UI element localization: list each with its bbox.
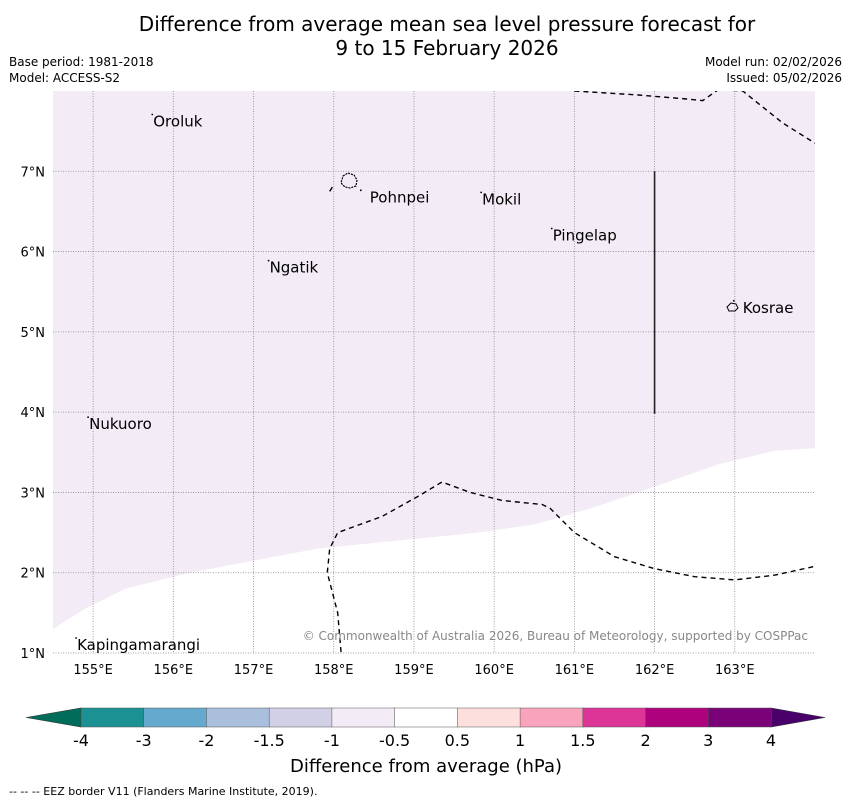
eez-border-line-2 (574, 91, 815, 144)
lat-tick-label: 1°N (21, 647, 46, 662)
colorbar: -4 -3 -2 -1.5 -1 -0.5 0.5 1 1.5 2 3 4 Difference fro… (25, 707, 826, 777)
colorbar-swatch (143, 707, 208, 728)
island-marker (359, 189, 362, 192)
colorbar-extend-low (25, 707, 82, 728)
colorbar-swatch (645, 707, 709, 728)
colorbar-swatch (331, 707, 396, 728)
place-label: Kosrae (743, 299, 794, 317)
copyright-text: © Commonwealth of Australia 2026, Bureau… (303, 629, 808, 643)
lon-tick-label: 157°E (234, 663, 274, 678)
pohnpei-island-outline (340, 172, 358, 189)
title-line-2: 9 to 15 February 2026 (335, 36, 559, 60)
colorbar-swatch (519, 707, 584, 728)
eez-footnote: -- -- -- EEZ border V11 (Flanders Marine… (9, 785, 318, 798)
place-label: Nukuoro (89, 415, 152, 433)
kosrae-island-outline (726, 302, 739, 312)
place-label: Kapingamarangi (77, 636, 200, 654)
place-label: Pohnpei (370, 188, 430, 206)
place-labels: Oroluk Pohnpei Mokil Pingelap Ngatik Kosrae Nu… (75, 113, 793, 654)
colorbar-tick-label: 4 (766, 731, 776, 750)
lat-tick-label: 4°N (21, 406, 46, 421)
model-run: Model run: 02/02/2026 (704, 55, 842, 69)
colorbar-tick-label: -1 (324, 731, 340, 750)
place-label: Ngatik (270, 259, 319, 277)
anomaly-shading-region (53, 91, 815, 629)
colorbar-tick-label: 0.5 (445, 731, 470, 750)
colorbar-label: Difference from average (hPa) (290, 756, 562, 777)
eez-borders (326, 91, 815, 653)
island-marker (87, 416, 89, 419)
island-marker (732, 299, 735, 302)
colorbar-tick-label: -2 (198, 731, 214, 750)
colorbar-tick-label: -1.5 (254, 731, 285, 750)
lon-tick-label: 160°E (474, 663, 514, 678)
colorbar-tick-label: -4 (73, 731, 89, 750)
place-label: Pingelap (553, 227, 617, 245)
map-title: Difference from average mean sea level p… (0, 12, 850, 60)
lat-tick-label: 5°N (21, 326, 46, 341)
colorbar-tick-label: 1 (515, 731, 525, 750)
colorbar-swatch (80, 707, 145, 728)
island-marker (480, 191, 483, 194)
meta-right: Model run: 02/02/2026 Issued: 05/02/2026 (705, 54, 842, 86)
eez-border-line-3 (329, 184, 335, 192)
issued-date: Issued: 05/02/2026 (726, 71, 842, 85)
island-marker (550, 227, 553, 230)
colorbar-tick-label: -3 (136, 731, 152, 750)
gridlines (53, 91, 815, 654)
island-marker (151, 113, 154, 116)
colorbar-tick-label: -0.5 (379, 731, 410, 750)
base-period: Base period: 1981-2018 (9, 55, 154, 69)
colorbar-tick-label: 3 (703, 731, 713, 750)
lon-tick-label: 159°E (394, 663, 434, 678)
lat-tick-label: 3°N (21, 486, 46, 501)
colorbar-tick-label: 1.5 (570, 731, 595, 750)
lon-tick-label: 163°E (715, 663, 755, 678)
place-label: Mokil (482, 190, 521, 208)
colorbar-extend-high (770, 707, 826, 728)
colorbar-swatch (268, 707, 333, 728)
lat-tick-label: 6°N (21, 246, 46, 261)
colorbar-swatch (394, 707, 458, 728)
lon-tick-label: 162°E (635, 663, 675, 678)
lon-tick-label: 156°E (154, 663, 194, 678)
axis-labels: 155°E 156°E 157°E 158°E 159°E 160°E 161°E 162°E… (21, 165, 755, 678)
colorbar-swatch (582, 707, 647, 728)
island-marker (75, 637, 77, 639)
place-label: Oroluk (153, 113, 202, 131)
colorbar-swatch (206, 707, 270, 728)
meta-left: Base period: 1981-2018 Model: ACCESS-S2 (9, 54, 154, 86)
lat-tick-label: 2°N (21, 567, 46, 582)
colorbar-swatch (457, 707, 521, 728)
eez-border-line-1 (326, 481, 815, 653)
model-name: Model: ACCESS-S2 (9, 71, 121, 85)
lon-tick-label: 158°E (314, 663, 354, 678)
lon-tick-label: 161°E (555, 663, 595, 678)
lon-tick-label: 155°E (73, 663, 113, 678)
title-line-1: Difference from average mean sea level p… (138, 12, 756, 36)
colorbar-swatch (708, 707, 772, 728)
island-marker (267, 259, 270, 262)
colorbar-tick-label: 2 (640, 731, 650, 750)
lat-tick-label: 7°N (21, 165, 46, 180)
